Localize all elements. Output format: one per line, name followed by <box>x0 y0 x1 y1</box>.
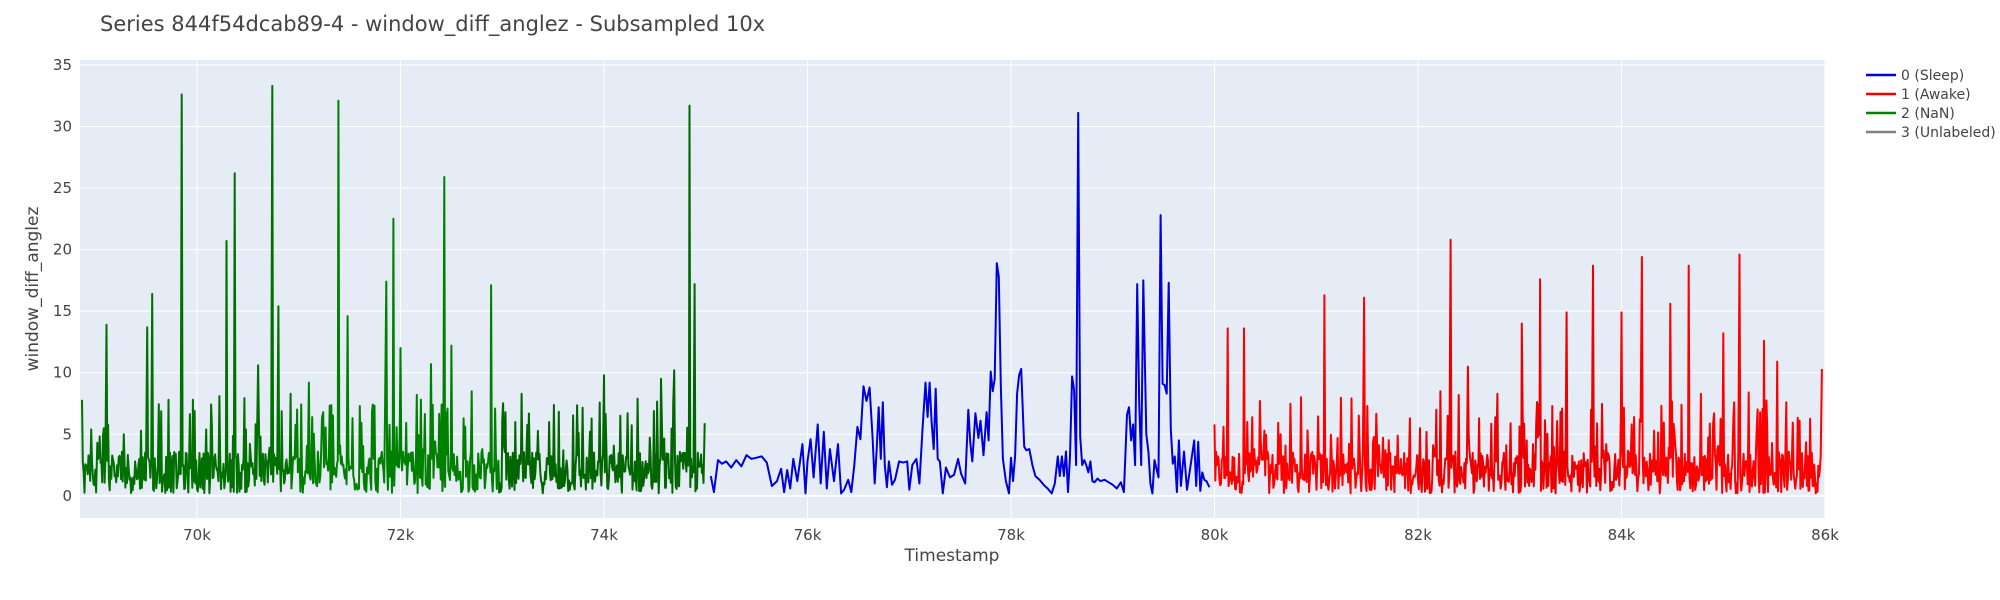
legend-item[interactable]: 1 (Awake) <box>1901 87 1971 103</box>
series-line <box>290 99 501 494</box>
y-axis: 0 5 10 15 20 25 30 35 <box>53 56 72 505</box>
series-line <box>709 111 1211 495</box>
series-line <box>1619 253 1823 495</box>
legend-item[interactable]: 3 (Unlabeled) <box>1901 125 1996 141</box>
y-tick-label: 25 <box>53 179 72 197</box>
x-tick-label: 84k <box>1608 526 1636 544</box>
x-tick-label: 70k <box>183 526 211 544</box>
y-tick-label: 0 <box>62 487 72 505</box>
x-tick-label: 86k <box>1811 526 1839 544</box>
x-tick-label: 78k <box>997 526 1025 544</box>
series-line <box>498 104 706 495</box>
x-tick-label: 76k <box>794 526 822 544</box>
x-axis: 70k 72k 74k 76k 78k 80k 82k 84k 86k <box>183 526 1839 544</box>
series-line <box>81 84 293 495</box>
y-tick-label: 10 <box>53 364 72 382</box>
legend-item[interactable]: 2 (NaN) <box>1901 106 1955 122</box>
series-line <box>1416 238 1622 495</box>
y-tick-label: 15 <box>53 302 72 320</box>
series-line <box>1213 294 1419 495</box>
y-axis-title: window_diff_anglez <box>23 207 43 372</box>
legend: 0 (Sleep) 1 (Awake) 2 (NaN) 3 (Unlabeled) <box>1866 68 1996 141</box>
x-tick-label: 80k <box>1201 526 1229 544</box>
y-tick-label: 5 <box>62 425 72 443</box>
x-tick-label: 82k <box>1404 526 1432 544</box>
series-lines <box>81 84 1823 495</box>
chart-title: Series 844f54dcab89-4 - window_diff_angl… <box>100 12 765 37</box>
x-axis-title: Timestamp <box>904 546 1000 566</box>
x-tick-label: 74k <box>590 526 618 544</box>
y-tick-label: 30 <box>53 117 72 135</box>
y-tick-label: 35 <box>53 56 72 74</box>
legend-item[interactable]: 0 (Sleep) <box>1901 68 1964 84</box>
x-tick-label: 72k <box>387 526 415 544</box>
y-tick-label: 20 <box>53 241 72 259</box>
